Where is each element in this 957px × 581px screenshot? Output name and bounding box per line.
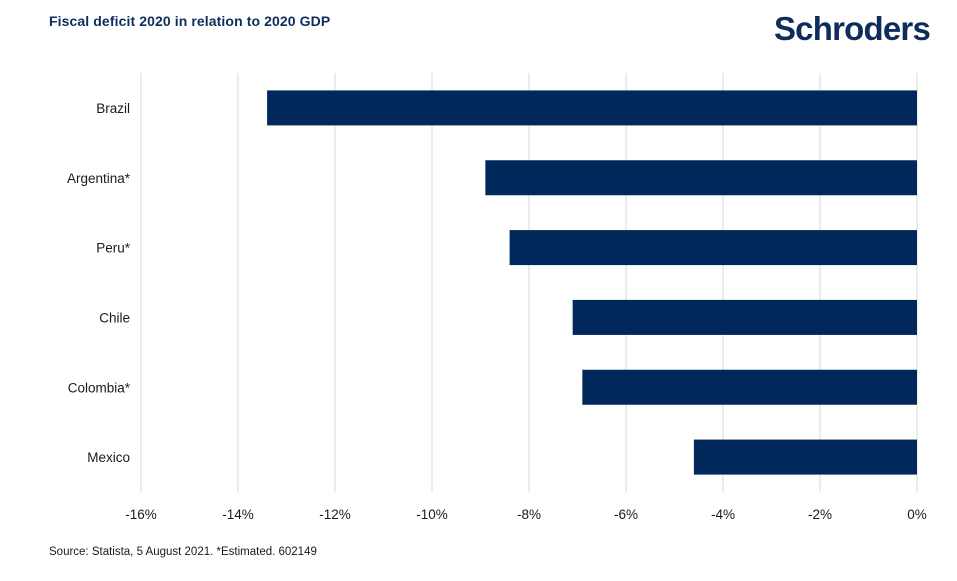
schroders-logo: Schroders	[773, 10, 931, 47]
bar-peru	[509, 230, 917, 266]
x-tick-label: -4%	[711, 507, 735, 522]
bar-colombia	[582, 369, 917, 405]
source-note: Source: Statista, 5 August 2021. *Estima…	[49, 546, 317, 558]
category-label: Chile	[99, 310, 130, 325]
category-labels: Brazil Argentina* Peru* Chile Colombia* Mexic…	[67, 101, 131, 465]
category-label: Argentina*	[67, 171, 131, 186]
x-tick-label: -6%	[614, 507, 638, 522]
bar-brazil	[267, 90, 918, 126]
x-tick-label: -8%	[517, 507, 541, 522]
x-tick-label: 0%	[907, 507, 927, 522]
category-label: Mexico	[87, 450, 130, 465]
chart-title: Fiscal deficit 2020 in relation to 2020 …	[49, 13, 331, 29]
x-tick-label: -14%	[222, 507, 254, 522]
bar-argentina	[485, 160, 917, 196]
bars	[267, 90, 918, 475]
x-axis-ticks: -16% -14% -12% -10% -8% -6% -4% -2% 0%	[125, 507, 927, 522]
x-tick-label: -16%	[125, 507, 157, 522]
gridlines	[140, 73, 918, 492]
bar-chile	[572, 299, 917, 335]
x-tick-label: -12%	[319, 507, 351, 522]
bar-mexico	[693, 439, 917, 475]
x-tick-label: -2%	[808, 507, 832, 522]
category-label: Peru*	[96, 241, 131, 256]
category-label: Brazil	[96, 101, 130, 116]
x-tick-label: -10%	[416, 507, 448, 522]
category-label: Colombia*	[68, 380, 131, 395]
